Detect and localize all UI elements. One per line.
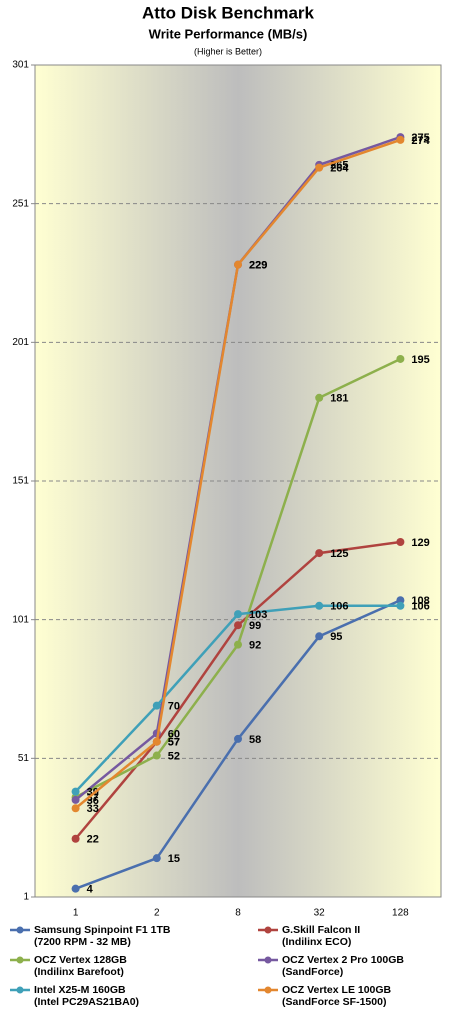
legend-entry: Samsung Spinpoint F1 1TB (7200 RPM - 32 … bbox=[34, 924, 171, 948]
legend-marker bbox=[264, 986, 272, 994]
legend-marker bbox=[16, 926, 24, 934]
data-point bbox=[315, 632, 324, 641]
data-point bbox=[71, 834, 80, 843]
data-point bbox=[396, 596, 405, 605]
x-tick-label: 1 bbox=[73, 908, 79, 919]
data-point bbox=[315, 601, 324, 610]
y-tick-label: 251 bbox=[12, 198, 29, 209]
legend-entry: OCZ Vertex LE 100GB (SandForce SF-1500) bbox=[282, 984, 392, 1008]
data-label: 264 bbox=[330, 163, 349, 175]
data-label: 70 bbox=[168, 701, 180, 713]
y-tick-label: 201 bbox=[12, 337, 29, 348]
data-point bbox=[152, 737, 161, 746]
legend-entry: Intel X25-M 160GB (Intel PC29AS21BA0) bbox=[34, 984, 140, 1008]
data-label: 99 bbox=[249, 620, 261, 632]
data-label: 229 bbox=[249, 260, 267, 272]
y-tick-label: 51 bbox=[18, 753, 30, 764]
x-tick-label: 32 bbox=[314, 908, 326, 919]
data-point bbox=[71, 787, 80, 796]
data-point bbox=[152, 751, 161, 760]
data-label: 15 bbox=[168, 853, 180, 865]
data-label: 92 bbox=[249, 640, 261, 652]
data-point bbox=[152, 854, 161, 863]
data-point bbox=[315, 163, 324, 172]
data-label: 58 bbox=[249, 734, 261, 746]
data-point bbox=[396, 354, 405, 363]
chart-subtitle: Write Performance (MB/s) bbox=[149, 26, 308, 41]
y-tick-label: 1 bbox=[23, 892, 29, 903]
data-label: 195 bbox=[411, 354, 429, 366]
data-point bbox=[234, 260, 242, 269]
data-label: 181 bbox=[330, 393, 348, 405]
legend-marker bbox=[264, 926, 272, 934]
legend-entry: G.Skill Falcon II (Indilinx ECO) bbox=[282, 924, 361, 948]
chart-note: (Higher is Better) bbox=[194, 46, 262, 56]
x-tick-label: 128 bbox=[392, 908, 409, 919]
data-label: 106 bbox=[411, 601, 429, 613]
data-label: 106 bbox=[330, 601, 348, 613]
data-label: 274 bbox=[411, 135, 430, 147]
data-label: 52 bbox=[168, 750, 180, 762]
data-point bbox=[315, 549, 324, 558]
legend-entry: OCZ Vertex 128GB (Indilinx Barefoot) bbox=[34, 954, 127, 978]
legend-entry: OCZ Vertex 2 Pro 100GB (SandForce) bbox=[282, 954, 404, 978]
data-point bbox=[234, 621, 242, 630]
x-tick-label: 8 bbox=[235, 908, 241, 919]
data-label: 33 bbox=[87, 803, 99, 815]
chart-title: Atto Disk Benchmark bbox=[142, 3, 314, 22]
data-point bbox=[234, 734, 242, 743]
data-label: 22 bbox=[87, 834, 99, 846]
data-label: 129 bbox=[411, 537, 429, 549]
data-point bbox=[152, 701, 161, 710]
data-label: 37 bbox=[87, 792, 99, 804]
data-label: 229 bbox=[249, 260, 267, 272]
data-label: 103 bbox=[249, 609, 267, 621]
data-label: 60 bbox=[168, 728, 180, 740]
data-label: 57 bbox=[168, 737, 180, 749]
data-point bbox=[71, 795, 80, 804]
data-label: 57 bbox=[168, 737, 180, 749]
data-point bbox=[315, 393, 324, 402]
data-point bbox=[396, 135, 405, 144]
data-point bbox=[234, 610, 242, 619]
x-tick-label: 2 bbox=[154, 908, 160, 919]
legend-marker bbox=[264, 956, 272, 964]
data-label: 108 bbox=[411, 595, 429, 607]
data-point bbox=[71, 804, 80, 813]
data-point bbox=[234, 640, 242, 649]
data-label: 95 bbox=[330, 631, 342, 643]
data-label: 275 bbox=[411, 132, 429, 144]
legend-marker bbox=[16, 956, 24, 964]
data-point bbox=[71, 884, 80, 893]
data-label: 4 bbox=[87, 884, 94, 896]
data-label: 125 bbox=[330, 548, 348, 560]
y-tick-label: 101 bbox=[12, 614, 29, 625]
y-tick-label: 301 bbox=[12, 60, 29, 71]
legend-marker bbox=[16, 986, 24, 994]
data-point bbox=[396, 538, 405, 547]
y-tick-label: 151 bbox=[12, 476, 29, 487]
data-point bbox=[396, 601, 405, 610]
